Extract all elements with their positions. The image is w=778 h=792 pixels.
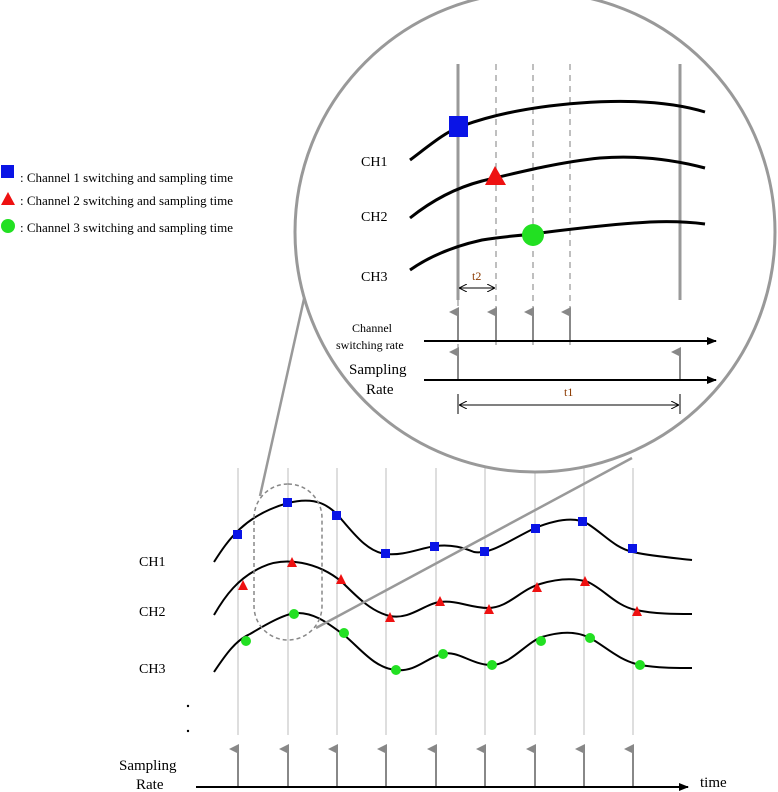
ch3-sample-marker <box>339 628 349 638</box>
legend-label-ch3: : Channel 3 switching and sampling time <box>20 220 233 235</box>
ch1-markers <box>233 498 637 558</box>
ch1-sample-marker <box>233 530 242 539</box>
ch3-sample-marker <box>391 665 401 675</box>
zoom-ch3-sample-marker <box>522 224 544 246</box>
main-sampling-arrows <box>229 744 634 786</box>
ch2-sample-marker <box>580 576 590 586</box>
ch2-sample-marker <box>238 580 248 590</box>
t1-label: t1 <box>564 385 573 399</box>
ch1-sample-marker <box>430 542 439 551</box>
switching-rate-label-line2: switching rate <box>336 338 404 352</box>
main-sampling-label-line1: Sampling <box>119 758 177 774</box>
ch2-sample-marker <box>336 574 346 584</box>
main-ch3-label: CH3 <box>139 662 165 677</box>
ch2-waveform <box>213 560 693 618</box>
zoom-inset: CH1 CH2 CH3 t2 Channel switching rate Sa… <box>293 0 777 474</box>
ch3-sample-marker <box>536 636 546 646</box>
ch3-sample-marker <box>585 633 595 643</box>
switching-rate-label-line1: Channel <box>352 321 393 335</box>
ellipsis-dot <box>186 729 190 733</box>
ch1-waveform <box>213 499 693 563</box>
ch3-sample-marker <box>241 636 251 646</box>
ch1-sample-marker <box>381 549 390 558</box>
zoom-ch2-waveform <box>409 155 706 220</box>
ellipsis-dot <box>186 704 190 708</box>
zoom-highlight-region <box>253 483 323 641</box>
legend: : Channel 1 switching and sampling time … <box>1 165 233 235</box>
t2-label: t2 <box>472 269 481 283</box>
ch1-sample-marker <box>480 547 489 556</box>
legend-label-ch2: : Channel 2 switching and sampling time <box>20 193 233 208</box>
ch3-waveform <box>213 611 693 673</box>
main-sampling-label-line2: Rate <box>136 777 164 792</box>
main-ch2-label: CH2 <box>139 605 165 620</box>
zoom-connector-line <box>315 456 633 630</box>
ch3-sample-marker <box>635 660 645 670</box>
zoom-sampling-label-line2: Rate <box>366 382 394 398</box>
zoom-sampling-arrows <box>449 347 681 379</box>
zoom-ch1-waveform <box>409 99 706 162</box>
zoom-ch1-label: CH1 <box>361 155 387 170</box>
legend-label-ch1: : Channel 1 switching and sampling time <box>20 170 233 185</box>
ch2-sample-marker <box>385 612 395 622</box>
time-axis-label: time <box>700 775 727 791</box>
legend-square-marker <box>1 165 14 178</box>
zoom-ch2-sample-marker <box>485 166 506 185</box>
zoom-switching-arrows <box>449 307 571 340</box>
zoom-ch2-label: CH2 <box>361 210 387 225</box>
main-diagram: CH1 CH2 CH3 time Sampling Rate <box>119 468 727 792</box>
ch1-sample-marker <box>531 524 540 533</box>
ch1-sample-marker <box>578 517 587 526</box>
ch3-sample-marker <box>438 649 448 659</box>
ch3-sample-marker <box>289 609 299 619</box>
ch3-markers <box>241 609 645 675</box>
ch2-markers <box>238 557 642 622</box>
zoom-ch3-label: CH3 <box>361 270 387 285</box>
ch2-sample-marker <box>287 557 297 567</box>
ch2-sample-marker <box>532 582 542 592</box>
ch1-sample-marker <box>332 511 341 520</box>
zoom-ch1-sample-marker <box>449 116 468 137</box>
legend-circle-marker <box>1 219 15 233</box>
main-ch1-label: CH1 <box>139 555 165 570</box>
zoom-connectors <box>258 271 633 630</box>
legend-triangle-marker <box>1 192 15 205</box>
zoom-connector-line <box>258 271 312 497</box>
ch2-sample-marker <box>435 596 445 606</box>
ch2-sample-marker <box>632 606 642 616</box>
ch1-sample-marker <box>628 544 637 553</box>
zoom-sampling-label-line1: Sampling <box>349 362 407 378</box>
ch2-sample-marker <box>484 604 494 614</box>
ch3-sample-marker <box>487 660 497 670</box>
ch1-sample-marker <box>283 498 292 507</box>
main-grid-lines <box>237 468 634 735</box>
